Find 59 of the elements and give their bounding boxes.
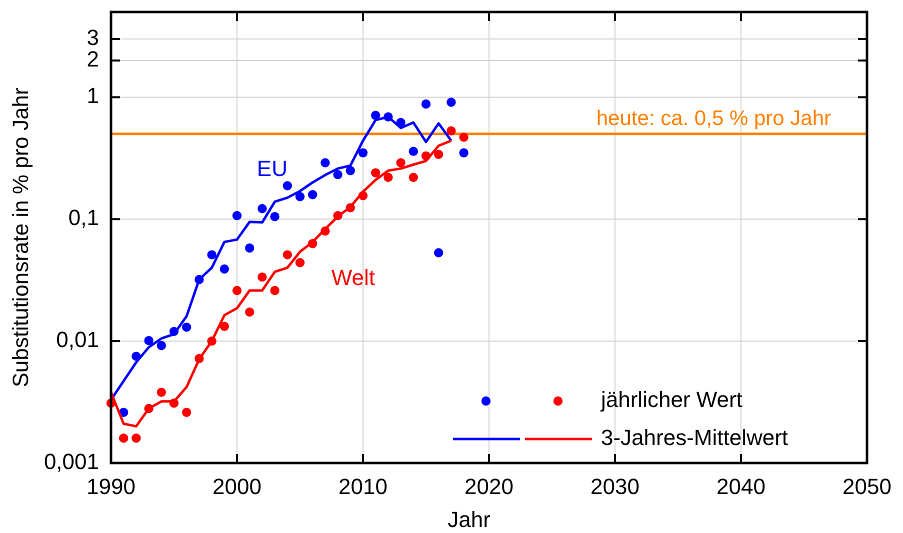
point bbox=[295, 192, 305, 202]
point bbox=[434, 150, 444, 159]
series-label: EU bbox=[256, 156, 288, 182]
point bbox=[258, 204, 267, 214]
x-tick-label: 2010 bbox=[338, 474, 388, 499]
point bbox=[371, 168, 380, 178]
point bbox=[270, 212, 280, 222]
x-tick-label: 1990 bbox=[86, 474, 136, 499]
x-tick-label: 2040 bbox=[716, 474, 766, 499]
point bbox=[371, 110, 380, 120]
point bbox=[446, 126, 456, 136]
point bbox=[408, 146, 418, 156]
point bbox=[232, 210, 242, 220]
y-tick-label: 0,1 bbox=[68, 204, 99, 230]
point bbox=[346, 166, 355, 176]
point bbox=[320, 158, 330, 168]
point bbox=[282, 181, 292, 190]
x-tick-label: 2000 bbox=[212, 474, 262, 499]
point bbox=[446, 98, 456, 107]
point bbox=[156, 340, 166, 350]
point bbox=[459, 132, 468, 142]
point bbox=[220, 264, 229, 274]
point bbox=[270, 286, 280, 296]
y-tick-label: 0,01 bbox=[56, 326, 99, 352]
point bbox=[182, 322, 192, 332]
point bbox=[144, 336, 154, 346]
legend-label: 3-Jahres-Mittelwert bbox=[601, 424, 788, 450]
legend-label: jährlicher Wert bbox=[600, 386, 742, 412]
point bbox=[258, 272, 267, 282]
ref-line-label: heute: ca. 0,5 % pro Jahr bbox=[596, 106, 832, 130]
point bbox=[220, 322, 229, 331]
point bbox=[384, 172, 393, 182]
y-tick-label: 1 bbox=[86, 83, 99, 108]
point bbox=[207, 250, 216, 260]
x-tick-label: 2030 bbox=[590, 474, 640, 499]
point bbox=[308, 190, 318, 200]
point bbox=[182, 408, 192, 418]
y-axis-title: Substitutionsrate in % pro Jahr bbox=[8, 88, 33, 388]
point bbox=[245, 307, 254, 317]
point bbox=[459, 148, 468, 158]
point bbox=[156, 388, 166, 397]
point bbox=[232, 286, 242, 296]
line-series bbox=[110, 139, 452, 428]
point bbox=[132, 434, 141, 443]
x-tick-label: 2020 bbox=[464, 474, 514, 499]
point bbox=[333, 170, 342, 180]
point bbox=[396, 158, 406, 168]
point bbox=[282, 250, 292, 260]
point bbox=[245, 243, 254, 253]
annotation: Welt bbox=[331, 264, 376, 290]
point bbox=[421, 99, 431, 109]
point bbox=[408, 172, 418, 182]
x-tick-label: 2050 bbox=[842, 474, 892, 499]
point bbox=[119, 434, 128, 443]
point bbox=[358, 148, 368, 158]
point bbox=[434, 248, 444, 258]
x-axis-title: Jahr bbox=[448, 507, 490, 532]
point bbox=[295, 258, 305, 268]
y-tick-label: 0,001 bbox=[44, 448, 99, 474]
